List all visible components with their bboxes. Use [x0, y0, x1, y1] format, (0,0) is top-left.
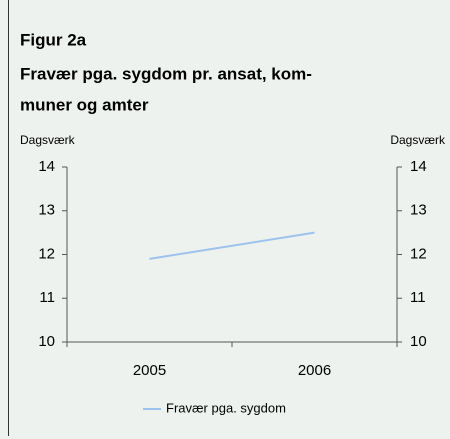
y-tick-label: 11: [39, 289, 55, 306]
legend-label: Fravær pga. sygdom: [166, 400, 286, 415]
y-tick-label: 13: [38, 202, 55, 219]
y-tick-label: 14: [38, 158, 55, 175]
y2-tick-label: 10: [410, 333, 427, 350]
y2-axis-label: Dagsværk: [390, 133, 446, 147]
y-axis-label: Dagsværk: [20, 133, 76, 147]
figure-label: Figur 2a: [20, 30, 87, 49]
series-line: [149, 231, 315, 260]
chart-title: Fravær pga. sygdom pr. ansat, kom-: [20, 64, 312, 83]
y2-tick-label: 12: [410, 245, 427, 262]
y-tick-label: 10: [38, 333, 55, 350]
x-tick-label: 2006: [298, 362, 331, 379]
y-tick-label: 12: [38, 245, 55, 262]
x-tick-label: 2005: [133, 362, 166, 379]
y2-tick-label: 14: [410, 158, 427, 175]
chart-title: muner og amter: [20, 95, 149, 114]
y2-tick-label: 13: [410, 202, 427, 219]
y2-tick-label: 11: [410, 289, 426, 306]
